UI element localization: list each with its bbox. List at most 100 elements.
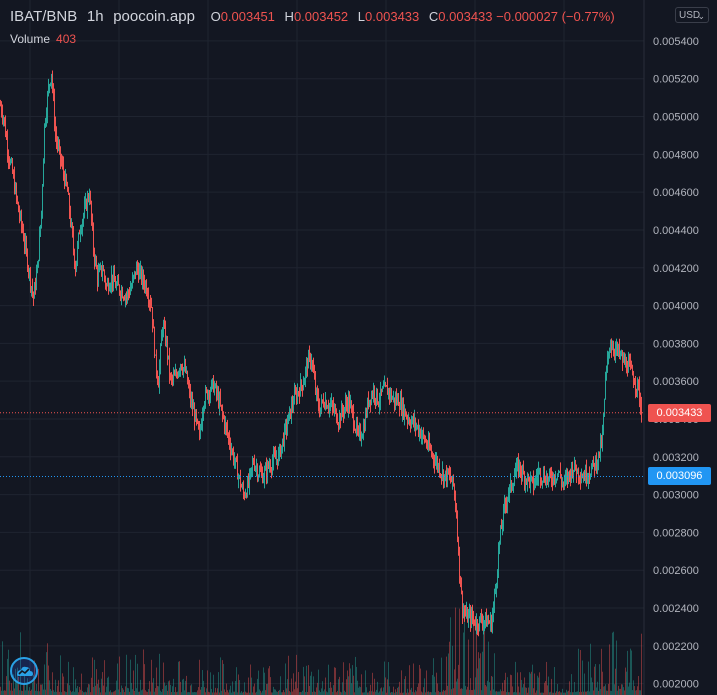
volume-bar: [72, 691, 73, 695]
volume-bar: [162, 689, 163, 695]
volume-bar: [140, 679, 141, 695]
volume-bar: [62, 673, 63, 695]
volume-bar: [102, 672, 103, 695]
volume-bar: [148, 689, 149, 695]
volume-bar: [470, 678, 471, 695]
volume-bar: [41, 684, 42, 695]
volume-bar: [47, 643, 48, 695]
volume-bars: [0, 607, 642, 695]
volume-bar: [234, 691, 235, 695]
volume-bar: [192, 692, 193, 695]
volume-bar: [325, 677, 326, 695]
volume-bar: [96, 669, 97, 695]
volume-bar: [253, 686, 254, 695]
volume-bar: [304, 676, 305, 695]
volume-bar: [346, 679, 347, 695]
volume-bar: [380, 688, 381, 695]
volume-bar: [131, 682, 132, 695]
volume-bar: [323, 691, 324, 695]
cloud-icon: [17, 666, 33, 676]
volume-bar: [163, 662, 164, 695]
volume-bar: [522, 687, 523, 695]
volume-bar: [258, 670, 259, 695]
volume-bar: [511, 675, 512, 695]
volume-bar: [368, 692, 369, 695]
volume-bar: [195, 692, 196, 695]
volume-bar: [84, 692, 85, 695]
volume-bar: [338, 679, 339, 695]
volume-bar: [74, 691, 75, 695]
currency-selector[interactable]: USD ⌄: [675, 7, 709, 23]
volume-bar: [376, 689, 377, 695]
volume-bar: [77, 686, 78, 695]
volume-bar: [321, 688, 322, 695]
volume-bar: [398, 686, 399, 695]
volume-bar: [193, 692, 194, 695]
volume-bar: [134, 690, 135, 695]
volume-bar: [209, 692, 210, 695]
volume-bar: [19, 690, 20, 695]
volume-bar: [503, 691, 504, 695]
volume-bar: [50, 688, 51, 695]
volume-bar: [343, 662, 344, 695]
volume-bar: [488, 641, 489, 695]
volume-bar: [589, 691, 590, 695]
volume-bar: [225, 692, 226, 695]
grid-lines: [0, 0, 645, 695]
source-label: poocoin.app: [113, 8, 195, 25]
volume-bar: [260, 690, 261, 695]
volume-bar: [629, 682, 630, 695]
symbol-name[interactable]: IBAT/BNB: [10, 8, 78, 25]
y-tick-label: 0.004600: [653, 187, 699, 199]
tradingview-cloud-icon[interactable]: [10, 657, 38, 685]
volume-bar: [108, 676, 109, 695]
volume-bar: [252, 692, 253, 695]
volume-bar: [388, 662, 389, 695]
volume-bar: [517, 672, 518, 695]
volume-bar: [350, 668, 351, 695]
volume-bar: [435, 692, 436, 695]
volume-bar: [418, 683, 419, 695]
y-tick-label: 0.002400: [653, 603, 699, 615]
volume-bar: [600, 689, 601, 695]
volume-bar: [599, 664, 600, 695]
volume-bar: [481, 690, 482, 695]
volume-bar: [529, 672, 530, 695]
volume-bar: [393, 686, 394, 695]
volume-bar: [392, 692, 393, 695]
volume-bar: [563, 692, 564, 695]
open-value: 0.003451: [220, 9, 275, 24]
interval-label[interactable]: 1h: [86, 8, 104, 25]
volume-bar: [607, 690, 608, 695]
volume-bar: [567, 691, 568, 695]
volume-bar: [492, 676, 493, 695]
volume-bar: [54, 691, 55, 695]
volume-bar: [53, 690, 54, 695]
volume-bar: [585, 691, 586, 695]
volume-bar: [381, 687, 382, 695]
volume-bar: [237, 692, 238, 695]
volume-bar: [219, 692, 220, 695]
volume-bar: [561, 692, 562, 695]
volume-bar: [344, 690, 345, 695]
volume-bar: [480, 653, 481, 695]
volume-bar: [312, 691, 313, 695]
volume-bar: [603, 686, 604, 695]
volume-bar: [632, 690, 633, 695]
volume-bar: [335, 667, 336, 695]
volume-bar: [329, 687, 330, 695]
volume-bar: [358, 687, 359, 695]
volume-bar: [557, 684, 558, 695]
volume-bar: [558, 691, 559, 695]
volume-bar: [52, 672, 53, 695]
volume-bar: [361, 674, 362, 695]
volume-bar: [262, 690, 263, 695]
volume-bar: [502, 682, 503, 695]
volume-bar: [469, 689, 470, 695]
volume-bar: [107, 677, 108, 695]
volume-bar: [59, 691, 60, 695]
volume-bar: [194, 692, 195, 695]
volume-legend: Volume 403: [10, 32, 76, 46]
volume-bar: [391, 692, 392, 695]
